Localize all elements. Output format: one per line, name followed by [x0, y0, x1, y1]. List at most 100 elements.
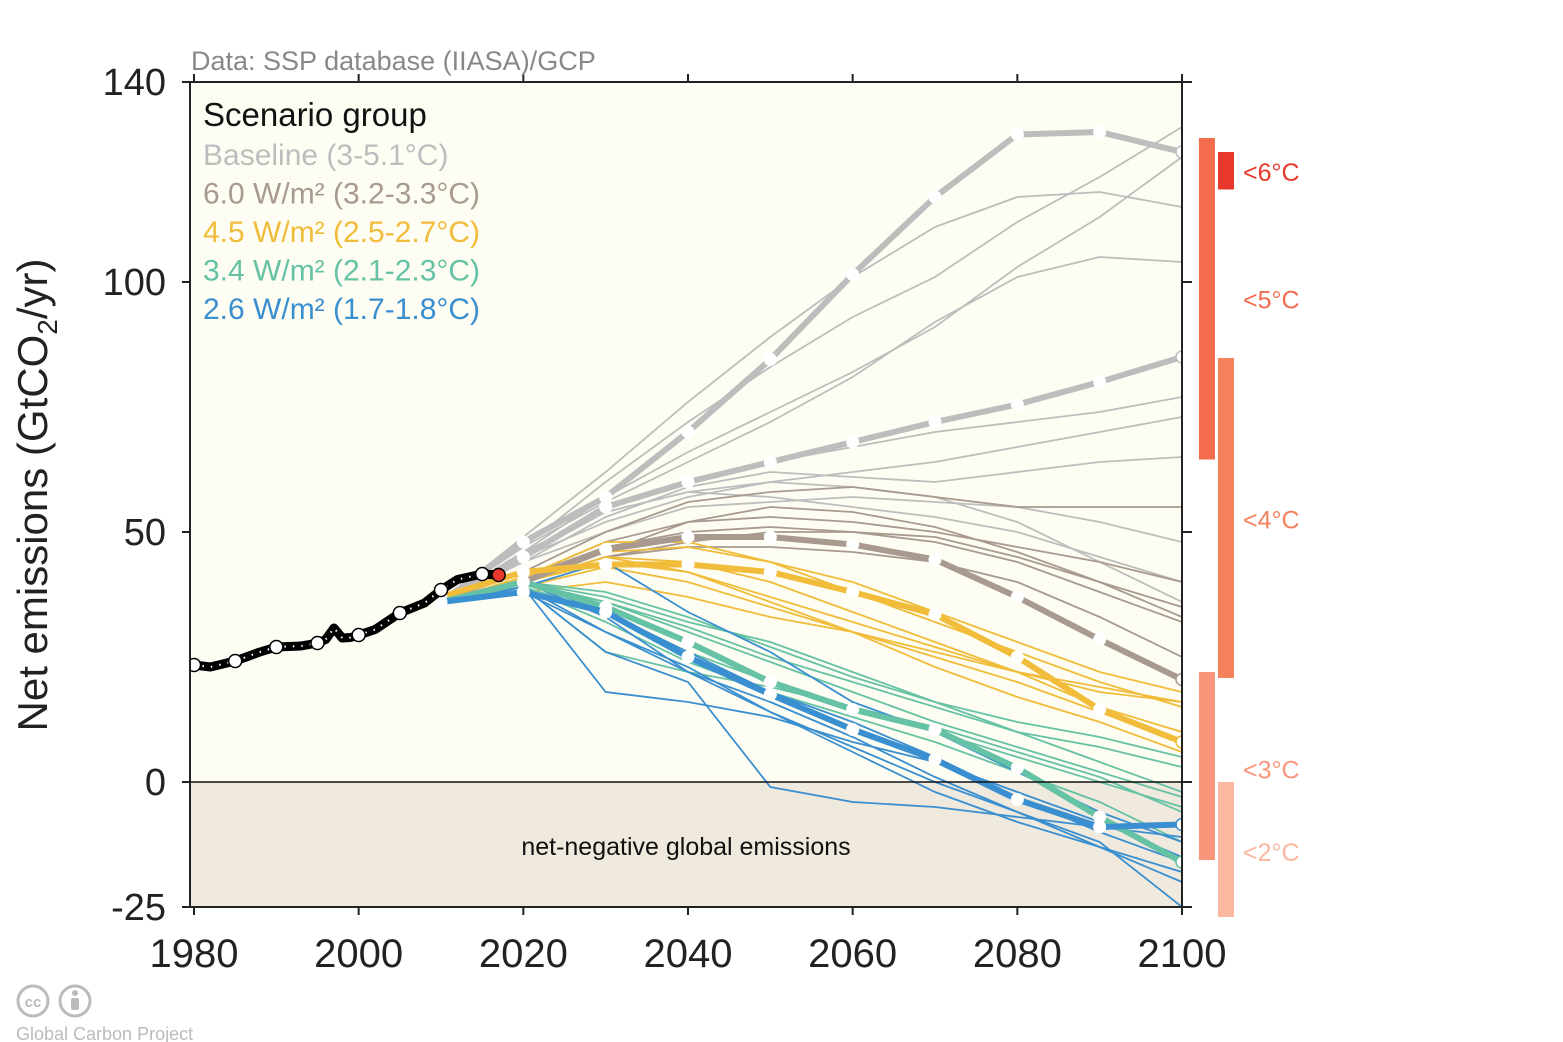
temperature-label: <3°C [1243, 757, 1300, 785]
y-tick-label: 0 [145, 762, 166, 804]
scenario-line [440, 526, 1182, 623]
legend-title: Scenario group [203, 96, 427, 133]
scenario-marker [681, 635, 695, 649]
scenario-line [440, 581, 1182, 793]
legend: Scenario group Baseline (3-5.1°C) 6.0 W/m… [203, 96, 480, 326]
temperature-bars: <6°C <5°C <4°C <3°C <2°C [1199, 138, 1300, 917]
attribution-icon [58, 984, 92, 1018]
historical-marker [227, 653, 243, 669]
x-tick-label: 2040 [644, 932, 733, 976]
latest-year-marker [491, 567, 506, 583]
historical-marker [269, 639, 284, 655]
scenario-line [440, 486, 1182, 603]
y-tick-label: 140 [103, 62, 166, 104]
historical-marker [351, 627, 366, 643]
scenario-marker [846, 703, 860, 716]
scenario-marker [846, 435, 860, 449]
y-axis-label-main: Net emissions (GtCO [9, 335, 56, 732]
historical-marker [190, 657, 202, 673]
scenario-marker [763, 688, 777, 701]
marker-scenario-line [439, 354, 1182, 605]
scenario-marker [1010, 398, 1024, 411]
scenario-marker [1010, 590, 1024, 604]
scenario-marker [928, 553, 942, 566]
scenario-marker [763, 455, 777, 469]
scenario-marker [1010, 761, 1024, 775]
scenario-marker [928, 190, 942, 204]
y-tick-label: 100 [103, 262, 166, 304]
temperature-label: <5°C [1243, 287, 1300, 315]
scenario-line [440, 256, 1182, 603]
scenario-marker [846, 268, 860, 281]
scenario-line [440, 591, 1182, 907]
historical-marker [310, 635, 325, 651]
scenario-marker [1010, 650, 1024, 664]
scenario-marker [1175, 672, 1182, 687]
temperature-bar [1199, 672, 1215, 860]
legend-entry: 6.0 W/m² (3.2-3.3°C) [203, 178, 480, 211]
lines-group [190, 125, 1182, 907]
scenario-marker [1175, 735, 1182, 749]
temperature-bar [1218, 358, 1234, 678]
scenario-marker [681, 475, 695, 489]
y-axis-label-sub: 2 [32, 319, 63, 335]
historical-marker [392, 605, 408, 621]
scenario-line [440, 191, 1182, 603]
scenario-marker [1093, 820, 1107, 834]
x-tick-label: 1980 [150, 932, 239, 976]
x-tick-label: 2080 [973, 932, 1062, 976]
scenario-marker [1093, 375, 1107, 389]
temperature-bar [1218, 782, 1234, 917]
temperature-label: <6°C [1243, 159, 1300, 187]
scenario-marker [846, 585, 860, 599]
legend-entry: Baseline (3-5.1°C) [203, 139, 448, 172]
axes: 1980 2000 2020 2040 2060 2080 2100 140 100 50 0 -25 [103, 62, 1227, 976]
legend-entry: 4.5 W/m² (2.5-2.7°C) [203, 216, 480, 249]
scenario-marker [516, 585, 530, 599]
scenario-marker [1093, 703, 1107, 716]
x-tick-label: 2100 [1138, 932, 1227, 976]
scenario-line [440, 541, 1182, 708]
scenario-marker [1010, 793, 1024, 806]
scenario-marker [763, 565, 777, 579]
cc-icon: cc [16, 984, 50, 1018]
x-tick-label: 2060 [808, 932, 897, 976]
scenario-marker [516, 550, 530, 564]
scenario-marker [516, 535, 530, 549]
scenario-line [440, 456, 1182, 603]
scenario-line [440, 586, 1182, 838]
temperature-label: <4°C [1243, 507, 1300, 535]
scenario-marker [928, 608, 942, 621]
temperature-bar [1199, 138, 1215, 460]
scenario-marker [1093, 125, 1107, 139]
marker-scenario-line [439, 129, 1182, 605]
scenario-marker [681, 425, 695, 439]
x-tick-label: 2020 [479, 932, 568, 976]
scenario-marker [681, 530, 695, 544]
scenario-lines [190, 125, 1182, 907]
marker-scenario-line [440, 561, 1182, 745]
scenario-marker [846, 723, 860, 736]
scenario-marker [1175, 350, 1182, 364]
scenario-marker [763, 530, 777, 544]
scenario-marker [1175, 855, 1182, 869]
footer-credit: Global Carbon Project [16, 1024, 193, 1042]
scenario-line [440, 566, 1182, 743]
scenario-marker [928, 753, 942, 766]
y-axis-label-end: /yr) [9, 259, 56, 320]
legend-entry: 2.6 W/m² (1.7-1.8°C) [203, 293, 480, 326]
scenario-marker [928, 415, 942, 429]
scenario-marker [1093, 633, 1107, 646]
scenario-marker [599, 543, 613, 556]
y-axis-label: Net emissions (GtCO2/yr) [9, 259, 63, 732]
historical-marker [433, 582, 449, 598]
scenario-marker [681, 558, 695, 571]
negative-region-label: net-negative global emissions [521, 833, 850, 861]
scenario-line [440, 126, 1182, 603]
scenario-marker [1175, 145, 1182, 159]
scenario-marker [846, 538, 860, 551]
scenario-line [440, 496, 1182, 603]
marker-scenario-line [440, 579, 1182, 865]
historical-marker [474, 566, 490, 582]
